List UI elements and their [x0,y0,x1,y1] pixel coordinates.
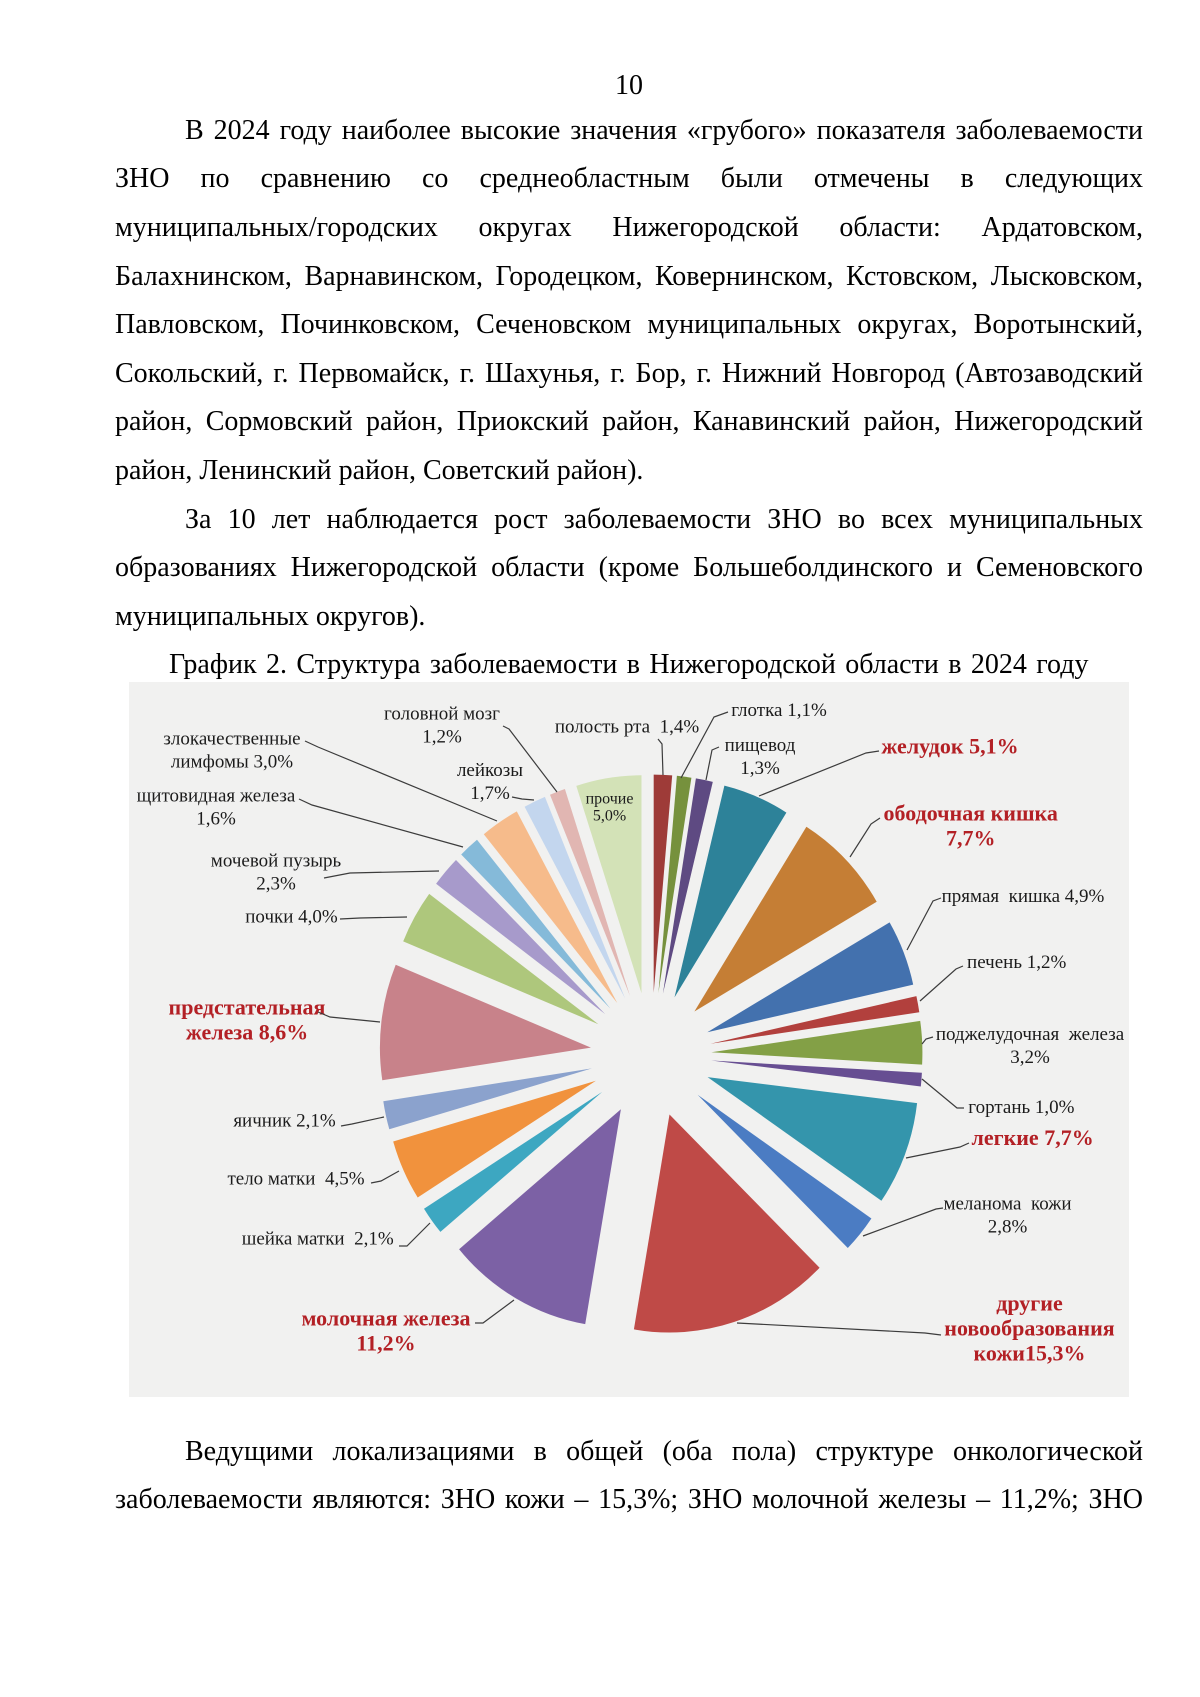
svg-text:легкие 7,7%: легкие 7,7% [971,1125,1093,1150]
svg-text:желудок 5,1%: желудок 5,1% [881,733,1018,758]
svg-text:прямая кишка 4,9%: прямая кишка 4,9% [942,886,1105,907]
svg-text:гортань 1,0%: гортань 1,0% [968,1097,1074,1118]
svg-text:полость рта 1,4%: полость рта 1,4% [555,717,699,738]
svg-text:яичник 2,1%: яичник 2,1% [233,1111,336,1132]
svg-text:печень 1,2%: печень 1,2% [967,952,1066,973]
svg-text:почки 4,0%: почки 4,0% [245,906,338,927]
svg-text:глотка 1,1%: глотка 1,1% [731,700,827,721]
svg-text:шейка матки 2,1%: шейка матки 2,1% [242,1229,394,1250]
svg-text:тело матки 4,5%: тело матки 4,5% [227,1169,364,1190]
